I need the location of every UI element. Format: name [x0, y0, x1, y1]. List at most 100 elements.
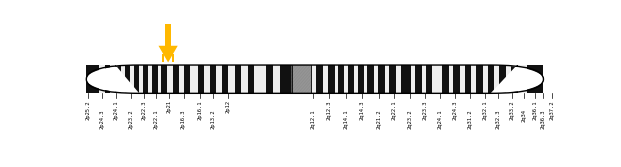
Bar: [143, 65, 148, 93]
Bar: [483, 65, 487, 93]
Text: 2q24.1: 2q24.1: [437, 109, 442, 129]
Bar: [152, 65, 158, 93]
Bar: [184, 65, 190, 93]
Polygon shape: [165, 24, 171, 46]
Bar: [158, 65, 161, 93]
Bar: [130, 65, 134, 93]
Polygon shape: [162, 54, 164, 62]
Bar: [86, 65, 99, 93]
Text: 2q14.1: 2q14.1: [343, 109, 348, 129]
Bar: [316, 65, 323, 93]
Bar: [266, 65, 273, 93]
Text: 2p24.3: 2p24.3: [99, 109, 104, 129]
Text: 2p23.2: 2p23.2: [128, 109, 133, 129]
Bar: [335, 65, 338, 93]
Text: 2p12: 2p12: [225, 100, 230, 113]
Bar: [167, 65, 173, 93]
Bar: [453, 65, 460, 93]
Text: 2p22.1: 2p22.1: [153, 109, 158, 129]
Bar: [415, 65, 422, 93]
Bar: [396, 65, 401, 93]
Bar: [389, 65, 396, 93]
Bar: [204, 65, 210, 93]
Bar: [487, 65, 494, 93]
Bar: [328, 65, 335, 93]
Bar: [425, 65, 432, 93]
Bar: [449, 65, 453, 93]
Text: 2p24.1: 2p24.1: [114, 100, 119, 120]
Bar: [499, 65, 506, 93]
Bar: [115, 65, 121, 93]
Bar: [476, 65, 483, 93]
Bar: [210, 65, 215, 93]
Bar: [494, 65, 499, 93]
Bar: [378, 65, 384, 93]
Bar: [517, 65, 527, 93]
Text: 2q22.1: 2q22.1: [391, 100, 396, 120]
Bar: [465, 65, 471, 93]
Bar: [506, 65, 510, 93]
Bar: [273, 65, 279, 93]
Bar: [104, 65, 111, 93]
Bar: [121, 65, 125, 93]
Bar: [235, 65, 241, 93]
Bar: [161, 65, 167, 93]
FancyBboxPatch shape: [86, 65, 543, 93]
Text: 2q34: 2q34: [522, 109, 527, 122]
Bar: [338, 65, 344, 93]
Bar: [471, 65, 476, 93]
Text: 2q21.2: 2q21.2: [376, 109, 381, 129]
Text: 2q32.1: 2q32.1: [483, 100, 487, 120]
Polygon shape: [78, 20, 139, 149]
Bar: [248, 65, 254, 93]
Text: 2p16.1: 2p16.1: [197, 100, 202, 120]
Text: 2q31.2: 2q31.2: [468, 109, 473, 129]
Polygon shape: [78, 93, 559, 149]
Bar: [190, 65, 198, 93]
Text: 2p16.3: 2p16.3: [181, 109, 186, 129]
Text: 2q12.1: 2q12.1: [311, 109, 316, 129]
Bar: [368, 65, 374, 93]
Text: 2q32.3: 2q32.3: [496, 109, 501, 129]
Text: 2q36.1: 2q36.1: [532, 100, 537, 120]
Bar: [442, 65, 449, 93]
Bar: [279, 65, 292, 93]
Bar: [527, 65, 543, 93]
Bar: [348, 65, 355, 93]
Bar: [422, 65, 425, 93]
Text: 2p21: 2p21: [166, 100, 171, 113]
Bar: [173, 65, 179, 93]
Bar: [384, 65, 389, 93]
Text: 2q23.3: 2q23.3: [422, 100, 427, 120]
Bar: [222, 65, 229, 93]
Text: 2q24.3: 2q24.3: [453, 100, 458, 120]
Bar: [432, 65, 442, 93]
Bar: [111, 65, 115, 93]
Bar: [355, 65, 358, 93]
Bar: [363, 65, 368, 93]
Text: 2q33.2: 2q33.2: [509, 100, 514, 120]
Text: 2q14.3: 2q14.3: [360, 100, 365, 120]
Text: 2p22.3: 2p22.3: [141, 100, 146, 120]
Bar: [148, 65, 152, 93]
Text: 2q23.2: 2q23.2: [407, 109, 412, 129]
Bar: [410, 65, 415, 93]
Text: 2q12.3: 2q12.3: [327, 100, 332, 120]
Polygon shape: [172, 54, 175, 62]
Bar: [179, 65, 184, 93]
Polygon shape: [78, 20, 559, 65]
Bar: [99, 65, 104, 93]
Bar: [323, 65, 328, 93]
Text: 2p13.2: 2p13.2: [211, 109, 216, 129]
Bar: [311, 65, 316, 93]
Bar: [510, 65, 517, 93]
Bar: [358, 65, 363, 93]
Bar: [241, 65, 248, 93]
Bar: [125, 65, 130, 93]
Bar: [344, 65, 348, 93]
Bar: [374, 65, 378, 93]
Text: 2q36.3: 2q36.3: [541, 109, 546, 129]
Bar: [229, 65, 235, 93]
Bar: [215, 65, 222, 93]
Polygon shape: [491, 20, 559, 149]
